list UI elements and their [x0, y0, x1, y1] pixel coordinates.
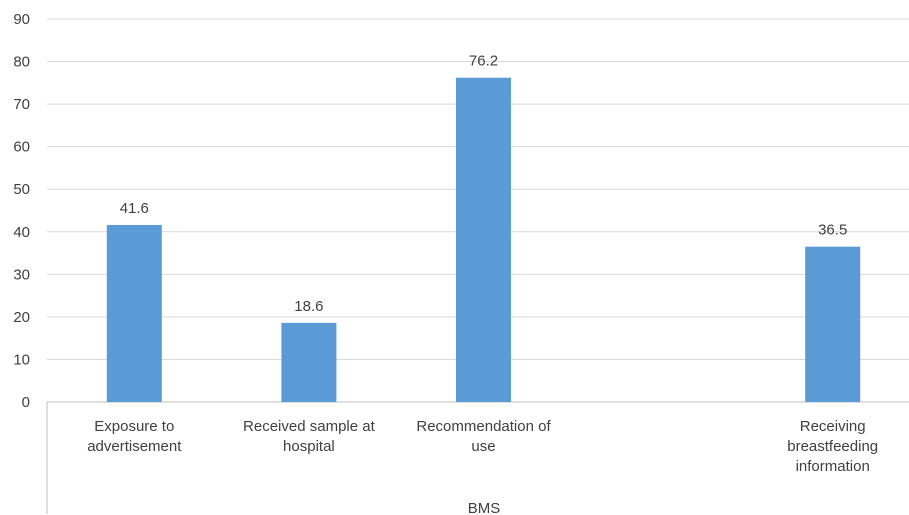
x-axis-group-label: BMS [468, 500, 501, 515]
data-label: 76.2 [469, 53, 498, 70]
y-tick-label: 80 [13, 54, 30, 71]
y-tick-label: 60 [13, 139, 30, 156]
x-tick-label: Recommendation of use [416, 418, 551, 455]
y-tick-label: 10 [13, 351, 30, 368]
y-tick-label: 30 [13, 266, 30, 283]
data-label: 36.5 [818, 222, 847, 239]
bar [805, 246, 861, 402]
data-label: 41.6 [120, 200, 149, 217]
x-tick-label: Receiving breastfeeding information [787, 418, 878, 475]
y-tick-label: 40 [13, 224, 30, 241]
data-labels: 41.6 18.6 76.2 36.5 [120, 53, 848, 315]
y-tick-label: 0 [22, 394, 30, 411]
y-tick-label: 70 [13, 96, 30, 113]
y-tick-label: 90 [13, 11, 30, 28]
y-axis-tick-labels: 0 10 20 30 40 50 60 70 80 90 [13, 11, 30, 411]
bars [106, 77, 861, 402]
bar [106, 224, 162, 402]
y-tick-label: 20 [13, 309, 30, 326]
x-tick-label: Exposure to advertisement [87, 418, 182, 455]
data-label: 18.6 [294, 298, 323, 315]
x-tick-label: Received sample at hospital [243, 418, 376, 455]
y-tick-label: 50 [13, 181, 30, 198]
bar [456, 77, 511, 402]
x-axis-category-labels: Exposure to advertisement Received sample … [87, 418, 878, 475]
bar [281, 322, 337, 402]
